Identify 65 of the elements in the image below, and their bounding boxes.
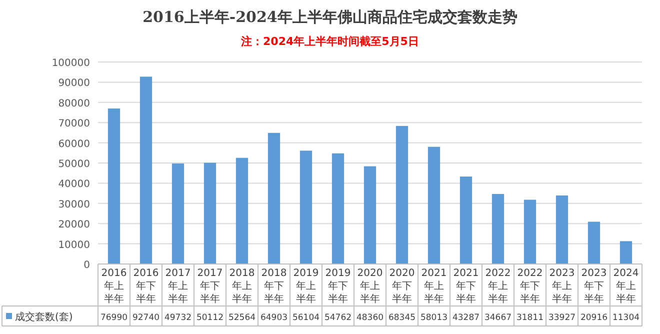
- x-tick-label: 2022年上半年: [485, 268, 511, 305]
- bar: [524, 200, 536, 264]
- data-label: 56104: [292, 313, 320, 323]
- bar: [268, 132, 280, 264]
- x-tick-label: 2016年下半年: [133, 268, 159, 305]
- x-tick-label: 2023年上半年: [549, 268, 575, 305]
- x-tick-label: 2019年上半年: [293, 268, 319, 305]
- y-tick-label: 70000: [58, 118, 90, 130]
- y-tick-label: 40000: [58, 179, 90, 190]
- bar: [108, 108, 120, 264]
- chart-subtitle: 注：2024年上半年时间截至5月5日: [240, 35, 419, 48]
- bar: [236, 158, 248, 264]
- y-tick-label: 50000: [58, 159, 90, 170]
- bar: [492, 194, 504, 264]
- y-tick-label: 10000: [58, 240, 90, 251]
- x-tick-label: 2024年上半年: [613, 268, 639, 305]
- y-tick-label: 90000: [58, 78, 90, 90]
- legend-label: 成交套数(套): [15, 311, 73, 323]
- bar: [172, 164, 184, 264]
- x-tick-label: 2020年下半年: [389, 268, 415, 305]
- x-tick-label: 2021年上半年: [421, 268, 447, 305]
- x-tick-label: 2017年下半年: [197, 268, 223, 305]
- bar: [204, 162, 216, 264]
- bar: [140, 76, 152, 264]
- x-tick-label: 2023年下半年: [581, 268, 607, 305]
- bar: [396, 126, 408, 264]
- bar: [364, 166, 376, 264]
- y-tick-label: 100000: [52, 58, 90, 69]
- data-label: 34667: [484, 313, 512, 323]
- x-tick-label: 2022年下半年: [517, 268, 543, 305]
- chart-title: 2016上半年-2024年上半年佛山商品住宅成交套数走势: [142, 8, 518, 26]
- y-tick-label: 60000: [58, 138, 90, 150]
- data-label: 11304: [612, 313, 640, 323]
- x-tick-label: 2021年下半年: [453, 268, 479, 305]
- data-label: 76990: [100, 313, 128, 323]
- data-label: 50112: [196, 313, 224, 323]
- x-tick-label: 2020年上半年: [357, 268, 383, 305]
- y-tick-label: 0: [84, 260, 90, 271]
- y-tick-label: 30000: [58, 199, 90, 210]
- x-tick-label: 2016年上半年: [101, 268, 127, 305]
- y-tick-label: 20000: [58, 220, 90, 231]
- data-label: 64903: [260, 313, 288, 323]
- data-label: 58013: [420, 313, 448, 323]
- bar: [588, 222, 600, 264]
- data-label: 43287: [452, 313, 480, 323]
- bar: [556, 195, 568, 264]
- data-label: 33927: [548, 313, 576, 323]
- bar: [620, 241, 632, 264]
- bar: [332, 153, 344, 264]
- data-label: 20916: [580, 313, 608, 323]
- data-label: 52564: [228, 313, 256, 323]
- x-tick-label: 2019年下半年: [325, 268, 351, 305]
- data-label: 31811: [516, 313, 544, 323]
- bar: [460, 176, 472, 264]
- data-label: 49732: [164, 313, 192, 323]
- bar: [300, 150, 312, 264]
- data-label: 54762: [324, 313, 352, 323]
- bar: [428, 146, 440, 264]
- data-label: 48360: [356, 313, 384, 323]
- x-tick-label: 2018年下半年: [261, 268, 287, 305]
- x-tick-label: 2017年上半年: [165, 268, 191, 305]
- x-tick-label: 2018年上半年: [229, 268, 255, 305]
- data-label: 68345: [388, 313, 416, 323]
- data-label: 92740: [132, 313, 160, 323]
- y-tick-label: 80000: [58, 98, 90, 110]
